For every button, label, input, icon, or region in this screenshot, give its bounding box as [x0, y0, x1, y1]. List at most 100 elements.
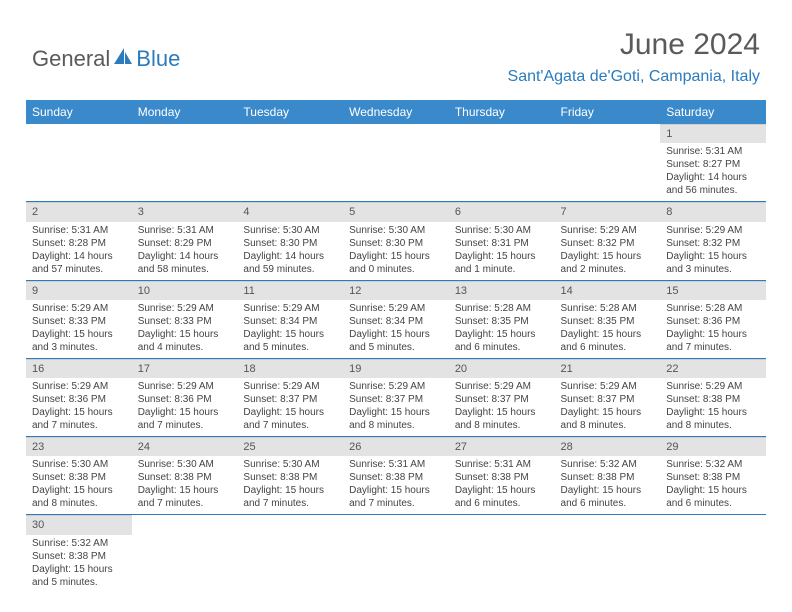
daylight-line: Daylight: 14 hours and 58 minutes. — [138, 250, 232, 276]
daylight-line: Daylight: 15 hours and 3 minutes. — [32, 328, 126, 354]
sunset-line: Sunset: 8:38 PM — [561, 471, 655, 484]
calendar-empty-cell — [449, 515, 555, 593]
daylight-line: Daylight: 14 hours and 57 minutes. — [32, 250, 126, 276]
sunset-line: Sunset: 8:33 PM — [32, 315, 126, 328]
day-details: Sunrise: 5:30 AMSunset: 8:30 PMDaylight:… — [343, 222, 449, 280]
day-details: Sunrise: 5:32 AMSunset: 8:38 PMDaylight:… — [555, 456, 661, 514]
calendar-day-cell: 22Sunrise: 5:29 AMSunset: 8:38 PMDayligh… — [660, 358, 766, 436]
sunrise-line: Sunrise: 5:29 AM — [349, 302, 443, 315]
sunrise-line: Sunrise: 5:28 AM — [561, 302, 655, 315]
calendar-week-row: 23Sunrise: 5:30 AMSunset: 8:38 PMDayligh… — [26, 437, 766, 515]
day-number: 21 — [555, 359, 661, 378]
sunset-line: Sunset: 8:38 PM — [243, 471, 337, 484]
day-number: 4 — [237, 202, 343, 221]
calendar-day-cell: 7Sunrise: 5:29 AMSunset: 8:32 PMDaylight… — [555, 202, 661, 280]
logo-sail-icon — [112, 46, 134, 66]
day-details: Sunrise: 5:31 AMSunset: 8:38 PMDaylight:… — [343, 456, 449, 514]
calendar-empty-cell — [343, 515, 449, 593]
daylight-line: Daylight: 15 hours and 6 minutes. — [561, 328, 655, 354]
day-number: 26 — [343, 437, 449, 456]
sunset-line: Sunset: 8:35 PM — [561, 315, 655, 328]
calendar-empty-cell — [343, 124, 449, 202]
daylight-line: Daylight: 15 hours and 6 minutes. — [455, 484, 549, 510]
daylight-line: Daylight: 15 hours and 7 minutes. — [138, 406, 232, 432]
day-details: Sunrise: 5:28 AMSunset: 8:35 PMDaylight:… — [555, 300, 661, 358]
calendar-day-cell: 9Sunrise: 5:29 AMSunset: 8:33 PMDaylight… — [26, 280, 132, 358]
sunset-line: Sunset: 8:36 PM — [138, 393, 232, 406]
calendar-day-cell: 23Sunrise: 5:30 AMSunset: 8:38 PMDayligh… — [26, 437, 132, 515]
calendar-day-cell: 27Sunrise: 5:31 AMSunset: 8:38 PMDayligh… — [449, 437, 555, 515]
calendar-day-cell: 17Sunrise: 5:29 AMSunset: 8:36 PMDayligh… — [132, 358, 238, 436]
daylight-line: Daylight: 14 hours and 59 minutes. — [243, 250, 337, 276]
weekday-header: Sunday — [26, 100, 132, 124]
calendar-week-row: 16Sunrise: 5:29 AMSunset: 8:36 PMDayligh… — [26, 358, 766, 436]
sunrise-line: Sunrise: 5:31 AM — [666, 145, 760, 158]
sunset-line: Sunset: 8:38 PM — [32, 471, 126, 484]
calendar-day-cell: 10Sunrise: 5:29 AMSunset: 8:33 PMDayligh… — [132, 280, 238, 358]
sunrise-line: Sunrise: 5:32 AM — [561, 458, 655, 471]
calendar-day-cell: 21Sunrise: 5:29 AMSunset: 8:37 PMDayligh… — [555, 358, 661, 436]
calendar-empty-cell — [660, 515, 766, 593]
day-details: Sunrise: 5:30 AMSunset: 8:38 PMDaylight:… — [26, 456, 132, 514]
logo: General Blue — [32, 28, 180, 72]
day-number: 5 — [343, 202, 449, 221]
calendar-day-cell: 30Sunrise: 5:32 AMSunset: 8:38 PMDayligh… — [26, 515, 132, 593]
calendar-week-row: 1Sunrise: 5:31 AMSunset: 8:27 PMDaylight… — [26, 124, 766, 202]
sunset-line: Sunset: 8:30 PM — [349, 237, 443, 250]
header: General Blue June 2024 Sant'Agata de'Got… — [0, 0, 792, 94]
sunrise-line: Sunrise: 5:29 AM — [138, 380, 232, 393]
sunset-line: Sunset: 8:36 PM — [666, 315, 760, 328]
sunset-line: Sunset: 8:37 PM — [243, 393, 337, 406]
sunset-line: Sunset: 8:37 PM — [349, 393, 443, 406]
sunrise-line: Sunrise: 5:29 AM — [666, 224, 760, 237]
daylight-line: Daylight: 14 hours and 56 minutes. — [666, 171, 760, 197]
day-details: Sunrise: 5:29 AMSunset: 8:36 PMDaylight:… — [132, 378, 238, 436]
calendar-day-cell: 5Sunrise: 5:30 AMSunset: 8:30 PMDaylight… — [343, 202, 449, 280]
sunrise-line: Sunrise: 5:29 AM — [666, 380, 760, 393]
day-details: Sunrise: 5:28 AMSunset: 8:35 PMDaylight:… — [449, 300, 555, 358]
sunrise-line: Sunrise: 5:29 AM — [561, 380, 655, 393]
sunset-line: Sunset: 8:38 PM — [666, 471, 760, 484]
sunset-line: Sunset: 8:35 PM — [455, 315, 549, 328]
sunset-line: Sunset: 8:38 PM — [138, 471, 232, 484]
sunrise-line: Sunrise: 5:31 AM — [138, 224, 232, 237]
sunrise-line: Sunrise: 5:32 AM — [666, 458, 760, 471]
daylight-line: Daylight: 15 hours and 5 minutes. — [243, 328, 337, 354]
day-number: 6 — [449, 202, 555, 221]
calendar-empty-cell — [132, 124, 238, 202]
calendar-table: SundayMondayTuesdayWednesdayThursdayFrid… — [26, 100, 766, 593]
day-details: Sunrise: 5:30 AMSunset: 8:38 PMDaylight:… — [237, 456, 343, 514]
calendar-day-cell: 14Sunrise: 5:28 AMSunset: 8:35 PMDayligh… — [555, 280, 661, 358]
sunrise-line: Sunrise: 5:29 AM — [561, 224, 655, 237]
sunrise-line: Sunrise: 5:29 AM — [455, 380, 549, 393]
daylight-line: Daylight: 15 hours and 8 minutes. — [561, 406, 655, 432]
weekday-header: Thursday — [449, 100, 555, 124]
day-number: 19 — [343, 359, 449, 378]
calendar-day-cell: 1Sunrise: 5:31 AMSunset: 8:27 PMDaylight… — [660, 124, 766, 202]
day-details: Sunrise: 5:31 AMSunset: 8:38 PMDaylight:… — [449, 456, 555, 514]
day-details: Sunrise: 5:29 AMSunset: 8:34 PMDaylight:… — [343, 300, 449, 358]
sunset-line: Sunset: 8:37 PM — [561, 393, 655, 406]
day-details: Sunrise: 5:29 AMSunset: 8:37 PMDaylight:… — [237, 378, 343, 436]
sunset-line: Sunset: 8:38 PM — [455, 471, 549, 484]
sunrise-line: Sunrise: 5:28 AM — [666, 302, 760, 315]
logo-text-blue: Blue — [136, 46, 180, 72]
day-number: 20 — [449, 359, 555, 378]
calendar-day-cell: 19Sunrise: 5:29 AMSunset: 8:37 PMDayligh… — [343, 358, 449, 436]
daylight-line: Daylight: 15 hours and 8 minutes. — [666, 406, 760, 432]
sunrise-line: Sunrise: 5:29 AM — [32, 380, 126, 393]
day-details: Sunrise: 5:29 AMSunset: 8:37 PMDaylight:… — [555, 378, 661, 436]
day-number: 13 — [449, 281, 555, 300]
daylight-line: Daylight: 15 hours and 7 minutes. — [243, 484, 337, 510]
calendar-day-cell: 6Sunrise: 5:30 AMSunset: 8:31 PMDaylight… — [449, 202, 555, 280]
sunrise-line: Sunrise: 5:29 AM — [32, 302, 126, 315]
calendar-day-cell: 16Sunrise: 5:29 AMSunset: 8:36 PMDayligh… — [26, 358, 132, 436]
calendar-day-cell: 12Sunrise: 5:29 AMSunset: 8:34 PMDayligh… — [343, 280, 449, 358]
daylight-line: Daylight: 15 hours and 8 minutes. — [455, 406, 549, 432]
day-details: Sunrise: 5:28 AMSunset: 8:36 PMDaylight:… — [660, 300, 766, 358]
day-number: 2 — [26, 202, 132, 221]
daylight-line: Daylight: 15 hours and 0 minutes. — [349, 250, 443, 276]
sunset-line: Sunset: 8:33 PM — [138, 315, 232, 328]
sunrise-line: Sunrise: 5:30 AM — [349, 224, 443, 237]
calendar-day-cell: 20Sunrise: 5:29 AMSunset: 8:37 PMDayligh… — [449, 358, 555, 436]
